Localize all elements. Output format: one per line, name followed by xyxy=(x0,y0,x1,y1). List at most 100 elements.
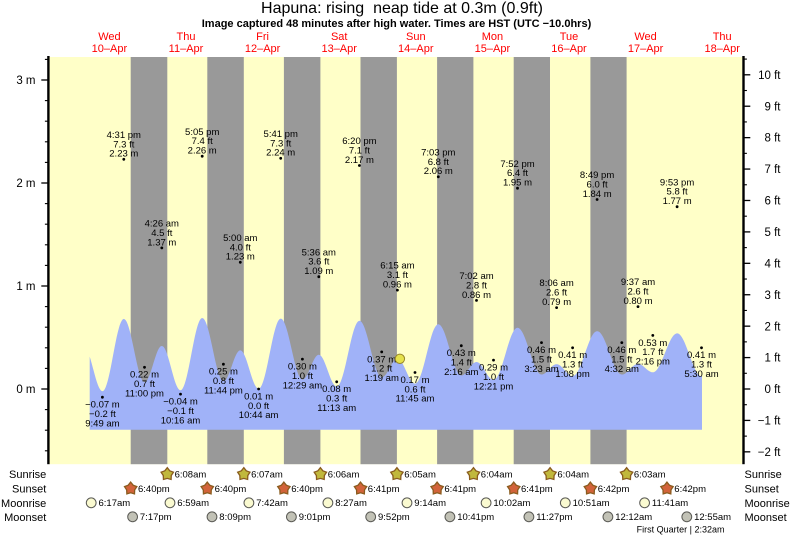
svg-text:0.30 m: 0.30 m xyxy=(288,362,317,373)
svg-text:4:32 am: 4:32 am xyxy=(605,364,639,375)
svg-text:9:14am: 9:14am xyxy=(414,498,446,509)
svg-text:0.80 m: 0.80 m xyxy=(623,296,652,307)
svg-text:7.1 ft: 7.1 ft xyxy=(349,146,370,157)
svg-text:1.84 m: 1.84 m xyxy=(583,189,612,200)
svg-text:3.6 ft: 3.6 ft xyxy=(308,257,329,268)
svg-text:Fri: Fri xyxy=(256,31,269,43)
svg-text:Wed: Wed xyxy=(634,31,656,43)
svg-text:Thu: Thu xyxy=(713,31,732,43)
svg-text:6.4 ft: 6.4 ft xyxy=(507,168,528,179)
svg-text:1:19 am: 1:19 am xyxy=(365,373,399,384)
svg-text:10:02am: 10:02am xyxy=(493,498,530,509)
svg-text:1:08 pm: 1:08 pm xyxy=(555,369,589,380)
svg-text:Sat: Sat xyxy=(331,31,348,43)
svg-text:Image captured 48 minutes afte: Image captured 48 minutes after high wat… xyxy=(202,18,592,30)
svg-text:−0.07 m: −0.07 m xyxy=(85,400,120,411)
svg-text:4.5 ft: 4.5 ft xyxy=(151,228,172,239)
svg-text:1 ft: 1 ft xyxy=(765,353,782,365)
svg-text:0.8 ft: 0.8 ft xyxy=(213,376,234,387)
svg-text:1.3 ft: 1.3 ft xyxy=(691,360,712,371)
svg-text:8:06 am: 8:06 am xyxy=(539,278,573,289)
svg-text:2:16 am: 2:16 am xyxy=(444,367,478,378)
svg-text:Hapuna: rising neap tide at 0: Hapuna: rising neap tide at 0.3m (0.9ft) xyxy=(261,0,543,17)
svg-text:5:41 pm: 5:41 pm xyxy=(264,129,298,140)
svg-text:7:03 pm: 7:03 pm xyxy=(421,147,455,158)
svg-text:4 ft: 4 ft xyxy=(765,258,782,270)
svg-text:11:00 pm: 11:00 pm xyxy=(125,389,164,400)
svg-text:1.0 ft: 1.0 ft xyxy=(292,371,313,382)
svg-text:10–Apr: 10–Apr xyxy=(92,43,128,55)
svg-text:0.46 m: 0.46 m xyxy=(607,345,636,356)
svg-text:6:42pm: 6:42pm xyxy=(598,484,630,495)
svg-text:Sunset: Sunset xyxy=(745,484,779,496)
svg-text:1.5 ft: 1.5 ft xyxy=(611,354,632,365)
svg-text:2:16 pm: 2:16 pm xyxy=(636,357,670,368)
svg-text:5.8 ft: 5.8 ft xyxy=(667,187,688,198)
svg-text:6:40pm: 6:40pm xyxy=(215,484,247,495)
svg-text:−0.2 ft: −0.2 ft xyxy=(89,409,116,420)
svg-text:5 ft: 5 ft xyxy=(765,227,782,239)
svg-text:10:16 am: 10:16 am xyxy=(161,415,201,426)
svg-text:7:52 pm: 7:52 pm xyxy=(500,159,534,170)
svg-text:First Quarter | 2:32am: First Quarter | 2:32am xyxy=(637,525,725,535)
svg-text:0.43 m: 0.43 m xyxy=(447,348,476,359)
svg-text:6:41pm: 6:41pm xyxy=(368,484,400,495)
svg-text:7.3 ft: 7.3 ft xyxy=(113,139,134,150)
svg-text:2.6 ft: 2.6 ft xyxy=(627,287,648,298)
svg-text:9:01pm: 9:01pm xyxy=(299,512,331,523)
svg-text:12:55am: 12:55am xyxy=(694,512,731,523)
svg-text:6.0 ft: 6.0 ft xyxy=(587,180,608,191)
svg-text:Sunset: Sunset xyxy=(12,484,46,496)
svg-text:4:26 am: 4:26 am xyxy=(145,219,179,230)
svg-text:0.01 m: 0.01 m xyxy=(244,391,273,402)
svg-text:8 ft: 8 ft xyxy=(765,133,782,145)
svg-text:8:09pm: 8:09pm xyxy=(219,512,251,523)
svg-text:Sun: Sun xyxy=(406,31,426,43)
svg-text:17–Apr: 17–Apr xyxy=(628,43,664,55)
svg-text:12:12am: 12:12am xyxy=(615,512,652,523)
svg-text:14–Apr: 14–Apr xyxy=(398,43,434,55)
svg-text:0 ft: 0 ft xyxy=(765,384,782,396)
svg-text:0.0 ft: 0.0 ft xyxy=(248,401,269,412)
svg-text:6:07am: 6:07am xyxy=(251,470,283,481)
svg-text:11:45 am: 11:45 am xyxy=(396,394,435,405)
svg-text:16–Apr: 16–Apr xyxy=(551,43,587,55)
svg-text:6:59am: 6:59am xyxy=(177,498,209,509)
svg-text:1.23 m: 1.23 m xyxy=(226,252,255,263)
svg-text:9:52pm: 9:52pm xyxy=(378,512,410,523)
svg-text:Mon: Mon xyxy=(482,31,503,43)
svg-text:7.4 ft: 7.4 ft xyxy=(192,136,213,147)
svg-text:Sunrise: Sunrise xyxy=(9,469,46,481)
svg-text:11:41am: 11:41am xyxy=(652,498,688,509)
svg-text:0.46 m: 0.46 m xyxy=(527,345,556,356)
svg-text:0.6 ft: 0.6 ft xyxy=(404,384,425,395)
svg-text:11:27pm: 11:27pm xyxy=(536,512,572,523)
svg-text:6:08am: 6:08am xyxy=(175,470,207,481)
svg-text:5:00 am: 5:00 am xyxy=(223,233,257,244)
svg-text:6:42pm: 6:42pm xyxy=(674,484,706,495)
svg-text:0.29 m: 0.29 m xyxy=(479,363,508,374)
svg-text:4.0 ft: 4.0 ft xyxy=(230,242,251,253)
svg-text:10:44 am: 10:44 am xyxy=(239,410,279,421)
svg-text:Wed: Wed xyxy=(98,31,120,43)
svg-text:9:37 am: 9:37 am xyxy=(621,277,655,288)
svg-text:5:36 am: 5:36 am xyxy=(302,247,336,258)
svg-text:1.77 m: 1.77 m xyxy=(663,196,692,207)
svg-text:3 m: 3 m xyxy=(16,75,35,87)
svg-text:7 ft: 7 ft xyxy=(765,164,782,176)
svg-text:1.5 ft: 1.5 ft xyxy=(531,354,552,365)
svg-text:1.2 ft: 1.2 ft xyxy=(371,364,392,375)
svg-text:6:41pm: 6:41pm xyxy=(521,484,553,495)
svg-text:3.1 ft: 3.1 ft xyxy=(387,270,408,281)
svg-text:8:27am: 8:27am xyxy=(335,498,367,509)
svg-text:−0.04 m: −0.04 m xyxy=(163,397,198,408)
svg-text:3:23 am: 3:23 am xyxy=(524,364,558,375)
svg-text:6:40pm: 6:40pm xyxy=(138,484,170,495)
svg-text:1.37 m: 1.37 m xyxy=(147,237,176,248)
svg-text:6.8 ft: 6.8 ft xyxy=(428,157,449,168)
svg-text:2.6 ft: 2.6 ft xyxy=(546,288,567,299)
svg-text:0.79 m: 0.79 m xyxy=(542,297,571,308)
svg-text:9:49 am: 9:49 am xyxy=(85,418,119,429)
svg-text:0.17 m: 0.17 m xyxy=(400,375,429,386)
svg-text:18–Apr: 18–Apr xyxy=(704,43,740,55)
